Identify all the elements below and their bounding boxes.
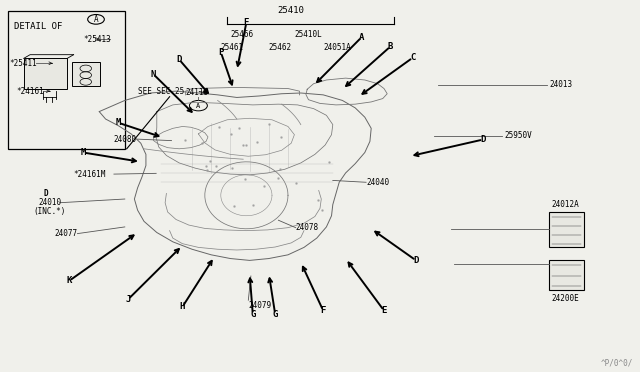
Text: 25950V: 25950V <box>504 131 532 140</box>
Text: 25461: 25461 <box>221 43 244 52</box>
Text: SEE SEC.25: SEE SEC.25 <box>138 87 184 96</box>
Text: F: F <box>244 18 249 27</box>
Text: 25466: 25466 <box>230 30 253 39</box>
Text: *24161M: *24161M <box>74 170 106 179</box>
Text: (INC.*): (INC.*) <box>33 207 66 216</box>
Text: F: F <box>321 306 326 315</box>
Text: D: D <box>177 55 182 64</box>
Text: *24161: *24161 <box>16 87 44 96</box>
Text: 24080: 24080 <box>114 135 137 144</box>
Text: A: A <box>93 15 99 24</box>
Text: 24079: 24079 <box>248 301 271 310</box>
Text: 24012A: 24012A <box>552 200 579 209</box>
Text: 25410L: 25410L <box>294 30 322 39</box>
Text: A: A <box>196 103 200 109</box>
Text: A: A <box>359 33 364 42</box>
Text: 25410: 25410 <box>278 6 305 15</box>
Text: 24110: 24110 <box>186 88 209 97</box>
Text: M: M <box>81 148 86 157</box>
Text: G: G <box>250 310 255 319</box>
Text: N: N <box>151 70 156 79</box>
Text: 25462: 25462 <box>269 43 292 52</box>
Text: *25413: *25413 <box>83 35 111 44</box>
FancyBboxPatch shape <box>24 58 67 89</box>
Text: C: C <box>410 53 415 62</box>
Text: DETAIL OF: DETAIL OF <box>14 22 63 31</box>
Text: *25411: *25411 <box>10 59 37 68</box>
Text: 24200E: 24200E <box>552 294 579 303</box>
Text: D: D <box>413 256 419 265</box>
Text: 24010: 24010 <box>38 198 61 207</box>
Text: H: H <box>180 302 185 311</box>
Text: 24051A: 24051A <box>323 43 351 52</box>
Text: P: P <box>218 48 223 57</box>
Text: E: E <box>381 306 387 315</box>
Text: 24040: 24040 <box>366 178 389 187</box>
Text: 24077: 24077 <box>54 229 77 238</box>
Text: D: D <box>481 135 486 144</box>
FancyBboxPatch shape <box>549 212 584 247</box>
Text: K: K <box>67 276 72 285</box>
Text: 24013: 24013 <box>549 80 572 89</box>
Text: J: J <box>125 295 131 304</box>
Text: D: D <box>44 189 48 198</box>
FancyBboxPatch shape <box>549 260 584 290</box>
Text: B: B <box>388 42 393 51</box>
Text: ^P/0^0/: ^P/0^0/ <box>601 359 634 368</box>
FancyBboxPatch shape <box>72 62 100 86</box>
Text: G: G <box>273 310 278 319</box>
Text: M: M <box>116 118 121 127</box>
Text: 24078: 24078 <box>296 223 319 232</box>
